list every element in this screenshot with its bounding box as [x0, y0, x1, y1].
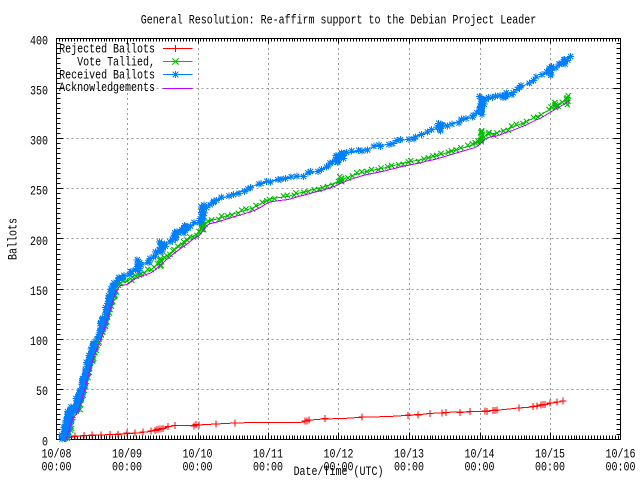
svg-text:100: 100 — [30, 335, 48, 350]
svg-text:10/15: 10/15 — [535, 447, 565, 462]
svg-text:10/13: 10/13 — [394, 447, 424, 462]
svg-text:Received Ballots: Received Ballots — [59, 68, 155, 83]
svg-text:00:00: 00:00 — [606, 460, 636, 475]
svg-text:10/09: 10/09 — [112, 447, 142, 462]
svg-text:00:00: 00:00 — [394, 460, 424, 475]
svg-text:00:00: 00:00 — [465, 460, 495, 475]
svg-text:200: 200 — [30, 235, 48, 250]
svg-text:0: 0 — [42, 435, 48, 450]
svg-text:Vote Tallied,: Vote Tallied, — [77, 55, 155, 70]
svg-text:10/16: 10/16 — [606, 447, 636, 462]
svg-text:General Resolution: Re-affirm: General Resolution: Re-affirm support to… — [141, 14, 536, 29]
svg-text:150: 150 — [30, 285, 48, 300]
svg-text:Rejected Ballots: Rejected Ballots — [59, 43, 155, 58]
svg-text:10/08: 10/08 — [42, 447, 72, 462]
svg-text:10/11: 10/11 — [253, 447, 283, 462]
svg-text:10/12: 10/12 — [324, 447, 354, 462]
svg-text:400: 400 — [30, 34, 48, 49]
svg-text:Acknowledgements: Acknowledgements — [59, 81, 155, 96]
svg-text:00:00: 00:00 — [42, 460, 72, 475]
svg-text:50: 50 — [36, 385, 48, 400]
svg-text:10/10: 10/10 — [183, 447, 213, 462]
svg-text:350: 350 — [30, 84, 48, 99]
svg-text:00:00: 00:00 — [324, 460, 354, 475]
svg-text:00:00: 00:00 — [535, 460, 565, 475]
svg-text:Date/Time (UTC): Date/Time (UTC) — [294, 465, 384, 480]
svg-text:00:00: 00:00 — [183, 460, 213, 475]
svg-text:250: 250 — [30, 185, 48, 200]
svg-text:Ballots: Ballots — [6, 218, 21, 260]
svg-text:00:00: 00:00 — [253, 460, 283, 475]
svg-text:00:00: 00:00 — [112, 460, 142, 475]
svg-text:300: 300 — [30, 134, 48, 149]
svg-text:10/14: 10/14 — [465, 447, 495, 462]
